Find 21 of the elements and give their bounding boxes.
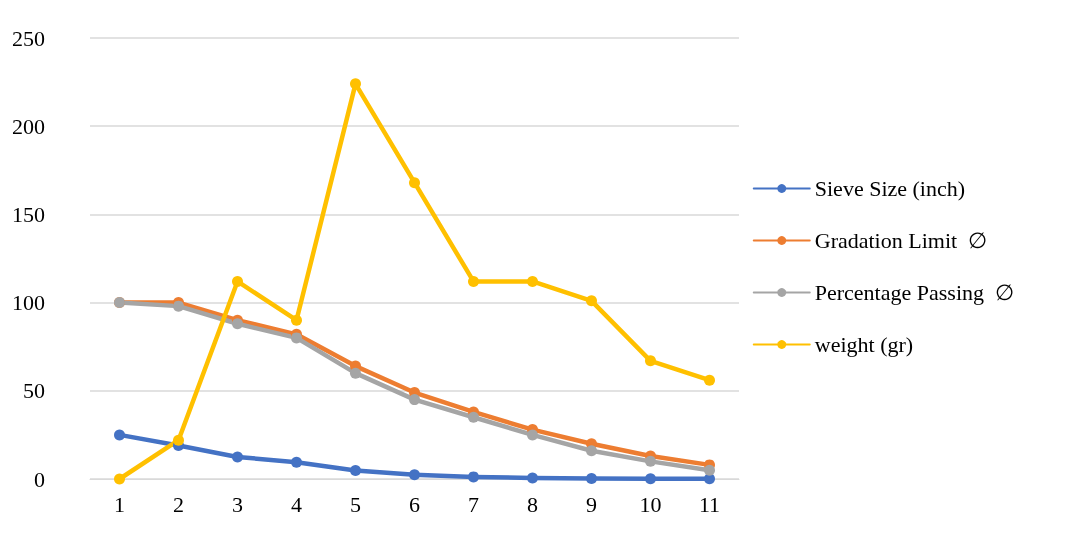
x-tick-label: 10 [639,491,662,517]
x-tick-label: 8 [527,491,538,517]
x-tick-label: 5 [350,491,361,517]
x-tick-label: 2 [173,491,184,517]
y-tick-label: 250 [12,25,45,51]
x-tick-label: 4 [291,491,302,517]
x-tick-label: 1 [114,491,125,517]
legend-label: Gradation Limit ∅ [814,228,988,253]
y-tick-label: 150 [12,201,45,227]
x-tick-label: 3 [232,491,243,517]
legend-label: Sieve Size (inch) [814,176,966,201]
legend-label: Percentage Passing ∅ [814,280,1014,305]
y-tick-label: 100 [12,290,45,316]
y-tick-label: 50 [23,378,45,404]
x-tick-label: 9 [586,491,597,517]
legend-label: weight (gr) [814,332,914,357]
x-tick-label: 7 [468,491,479,517]
y-tick-label: 200 [12,113,45,139]
x-tick-label: 6 [409,491,420,517]
y-tick-label: 0 [34,466,45,492]
x-tick-label: 11 [698,491,721,517]
